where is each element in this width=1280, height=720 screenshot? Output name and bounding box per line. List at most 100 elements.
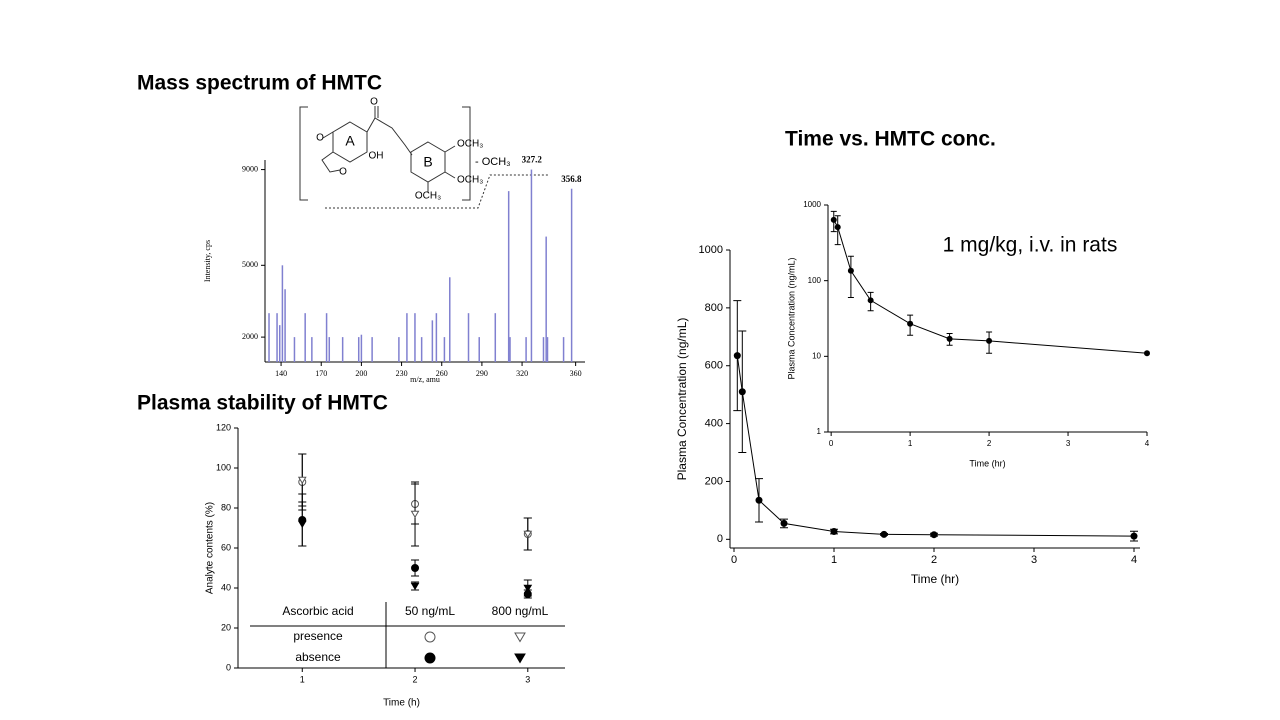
x-tick-label: 3 <box>525 674 530 684</box>
bracket <box>299 106 308 201</box>
peak <box>530 169 533 362</box>
x-tick-label: 3 <box>1066 439 1071 448</box>
point <box>867 297 874 304</box>
marker <box>424 631 436 643</box>
x-tick-label: 140 <box>275 369 287 378</box>
ring-label: A <box>345 133 355 149</box>
line <box>736 355 1135 537</box>
peak <box>360 334 363 362</box>
point <box>830 216 837 223</box>
y-tick-label: 40 <box>221 582 231 592</box>
x-axis-label: m/z, amu <box>410 375 440 384</box>
y-tick-label: 9000 <box>242 164 258 173</box>
peak <box>478 337 480 362</box>
peak <box>398 337 400 362</box>
y-tick-label: 600 <box>705 360 723 372</box>
y-tick-label: 800 <box>705 302 723 314</box>
x-tick-label: 0 <box>829 439 834 448</box>
atom-label: OCH₃ <box>415 191 441 202</box>
structure-labels: A B OH OCH₃ OCH₃ OCH₃ - OCH₃ O O O <box>316 97 511 202</box>
marker <box>514 632 526 643</box>
marker <box>411 564 420 572</box>
legend-row: absence <box>295 650 341 664</box>
y-tick-label: 100 <box>808 276 822 285</box>
marker <box>297 476 307 485</box>
x-tick-label: 0 <box>731 554 737 566</box>
peak <box>562 337 565 362</box>
fragment-label: - OCH₃ <box>475 156 511 168</box>
y-tick-label: 5000 <box>242 260 258 269</box>
peak <box>414 313 416 362</box>
marker <box>514 653 526 664</box>
bonds <box>427 145 456 192</box>
atom-label: OCH₃ <box>457 139 483 150</box>
peak <box>293 337 296 362</box>
peak <box>328 337 331 362</box>
peak <box>284 289 286 362</box>
point <box>780 519 788 527</box>
y-axis-label: Analyte contents (%) <box>205 502 216 594</box>
atom-label: O <box>316 133 324 144</box>
point <box>847 267 854 274</box>
bracket <box>462 106 471 201</box>
x-tick-label: 170 <box>315 369 327 378</box>
marker <box>523 530 533 539</box>
point <box>930 531 938 539</box>
peak <box>570 188 573 362</box>
peak <box>406 313 408 362</box>
x-tick-label: 4 <box>1131 554 1137 566</box>
peak <box>281 265 284 362</box>
y-tick-label: 400 <box>705 417 723 429</box>
legend-header: 800 ng/mL <box>492 604 549 618</box>
error-bar <box>834 215 841 246</box>
x-tick-label: 1 <box>300 674 305 684</box>
peak <box>542 337 545 362</box>
peak <box>546 337 549 362</box>
peak <box>507 191 510 362</box>
x-tick-label: 290 <box>476 369 488 378</box>
y-tick-label: 120 <box>216 422 231 432</box>
y-tick-label: 10 <box>812 351 821 360</box>
peak-label: 327.2 <box>522 155 543 165</box>
dioxole <box>321 151 341 173</box>
y-axis-label: Plasma Concentration (ng/mL) <box>675 318 689 481</box>
dashed-link <box>325 174 548 209</box>
line <box>833 219 1148 354</box>
y-tick-label: 2000 <box>242 332 258 341</box>
x-tick-label: 1 <box>831 554 837 566</box>
point <box>755 496 763 504</box>
y-tick-label: 200 <box>705 475 723 487</box>
peak <box>420 337 423 362</box>
atom-label: O <box>370 97 378 108</box>
peak <box>467 313 470 362</box>
peak <box>545 236 547 362</box>
point <box>880 530 888 538</box>
peak <box>443 337 446 362</box>
x-tick-label: 4 <box>1145 439 1150 448</box>
x-tick-label: 2 <box>987 439 992 448</box>
y-tick-label: 1000 <box>803 200 821 209</box>
y-tick-label: 0 <box>717 533 723 545</box>
point <box>834 224 841 231</box>
bond <box>322 131 334 139</box>
y-axis-label: Plasma Concentration (ng/mL) <box>786 257 796 379</box>
x-tick-label: 3 <box>1031 554 1037 566</box>
peak <box>525 337 527 362</box>
legend-header: 50 ng/mL <box>405 604 455 618</box>
peak <box>276 313 278 362</box>
peak <box>357 337 360 362</box>
peak <box>494 313 497 362</box>
peak <box>509 337 511 362</box>
marker <box>424 652 436 664</box>
atom-label: O <box>339 167 347 178</box>
x-axis-label: Time (h) <box>383 698 420 709</box>
peak <box>304 313 306 362</box>
x-tick-label: 260 <box>436 369 448 378</box>
peak <box>278 325 281 362</box>
peak <box>431 320 434 362</box>
atom-label: OCH₃ <box>457 175 483 186</box>
y-tick-label: 20 <box>221 622 231 632</box>
x-tick-label: 200 <box>355 369 367 378</box>
